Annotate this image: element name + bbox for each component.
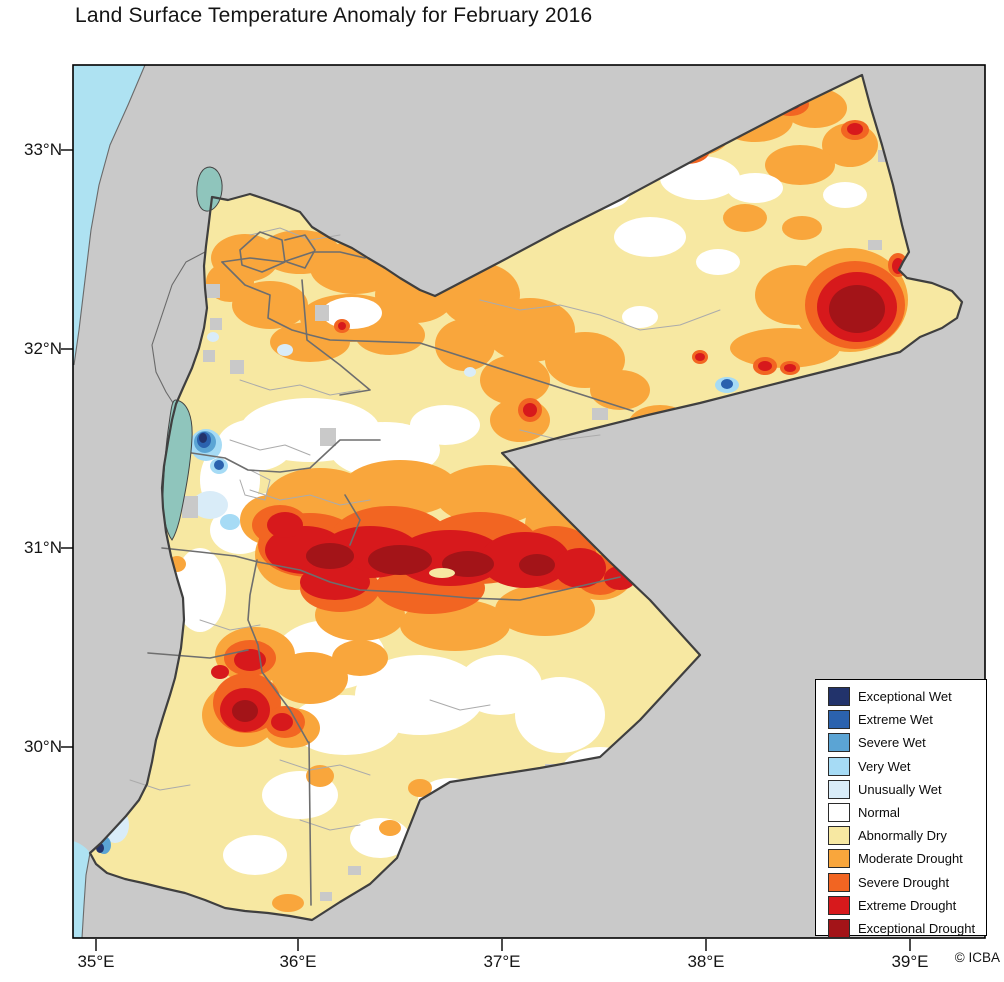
legend-swatch <box>828 733 850 753</box>
legend-item: Exceptional Drought <box>816 917 986 940</box>
gulf-of-aqaba <box>73 841 90 938</box>
legend-item: Exceptional Wet <box>816 685 986 708</box>
plot-frame <box>61 64 986 951</box>
legend-label: Extreme Wet <box>858 712 933 728</box>
mediterranean-coastline <box>73 64 146 366</box>
west-bank-outline <box>151 251 206 407</box>
legend-swatch <box>828 756 850 776</box>
x-tick-39e: 39°E <box>891 952 929 971</box>
x-tick-35e: 35°E <box>77 952 115 971</box>
legend-label: Abnormally Dry <box>858 828 947 844</box>
legend-item: Unusually Wet <box>816 778 986 801</box>
gulf-of-aqaba-coastline <box>81 852 91 939</box>
mediterranean-sea <box>73 65 145 368</box>
y-tick-30n: 30°N <box>24 737 62 756</box>
y-tick-33n: 33°N <box>24 140 62 159</box>
legend-item: Severe Wet <box>816 731 986 754</box>
legend-label: Exceptional Wet <box>858 689 952 705</box>
y-tick-31n: 31°N <box>24 538 62 557</box>
legend-item: Very Wet <box>816 755 986 778</box>
legend-label: Very Wet <box>858 758 911 774</box>
legend-item: Extreme Drought <box>816 894 986 917</box>
legend-swatch <box>828 803 850 823</box>
admin-boundaries <box>147 231 634 906</box>
legend-label: Severe Drought <box>858 874 950 890</box>
sea-shapes <box>73 64 146 939</box>
legend-label: Unusually Wet <box>858 781 942 797</box>
extreme-drought-patches <box>211 96 904 732</box>
legend-label: Normal <box>858 805 900 821</box>
jordan-border <box>88 73 964 922</box>
legend-swatch <box>828 710 850 730</box>
legend-item: Moderate Drought <box>816 847 986 870</box>
legend-swatch <box>828 687 850 707</box>
legend-item: Extreme Wet <box>816 708 986 731</box>
legend-swatch <box>828 895 850 915</box>
legend-item: Severe Drought <box>816 871 986 894</box>
legend-swatch <box>828 849 850 869</box>
x-tick-37e: 37°E <box>483 952 521 971</box>
legend-swatch <box>828 826 850 846</box>
legend-label: Severe Wet <box>858 735 926 751</box>
page-title: Land Surface Temperature Anomaly for Feb… <box>75 4 593 27</box>
legend-swatch <box>828 918 850 938</box>
x-tick-36e: 36°E <box>279 952 317 971</box>
legend-label: Extreme Drought <box>858 897 957 913</box>
legend-item: Normal <box>816 801 986 824</box>
y-tick-32n: 32°N <box>24 339 62 358</box>
credit-text: © ICBA <box>954 950 1000 965</box>
legend-label: Exceptional Drought <box>858 920 976 936</box>
legend-item: Abnormally Dry <box>816 824 986 847</box>
sea-of-galilee <box>196 166 223 212</box>
legend-box: Exceptional Wet Extreme Wet Severe Wet Very… <box>815 679 987 938</box>
legend-label: Moderate Drought <box>858 851 963 867</box>
x-tick-38e: 38°E <box>687 952 725 971</box>
exceptional-drought-patches <box>232 144 885 722</box>
legend-swatch <box>828 872 850 892</box>
legend-swatch <box>828 779 850 799</box>
